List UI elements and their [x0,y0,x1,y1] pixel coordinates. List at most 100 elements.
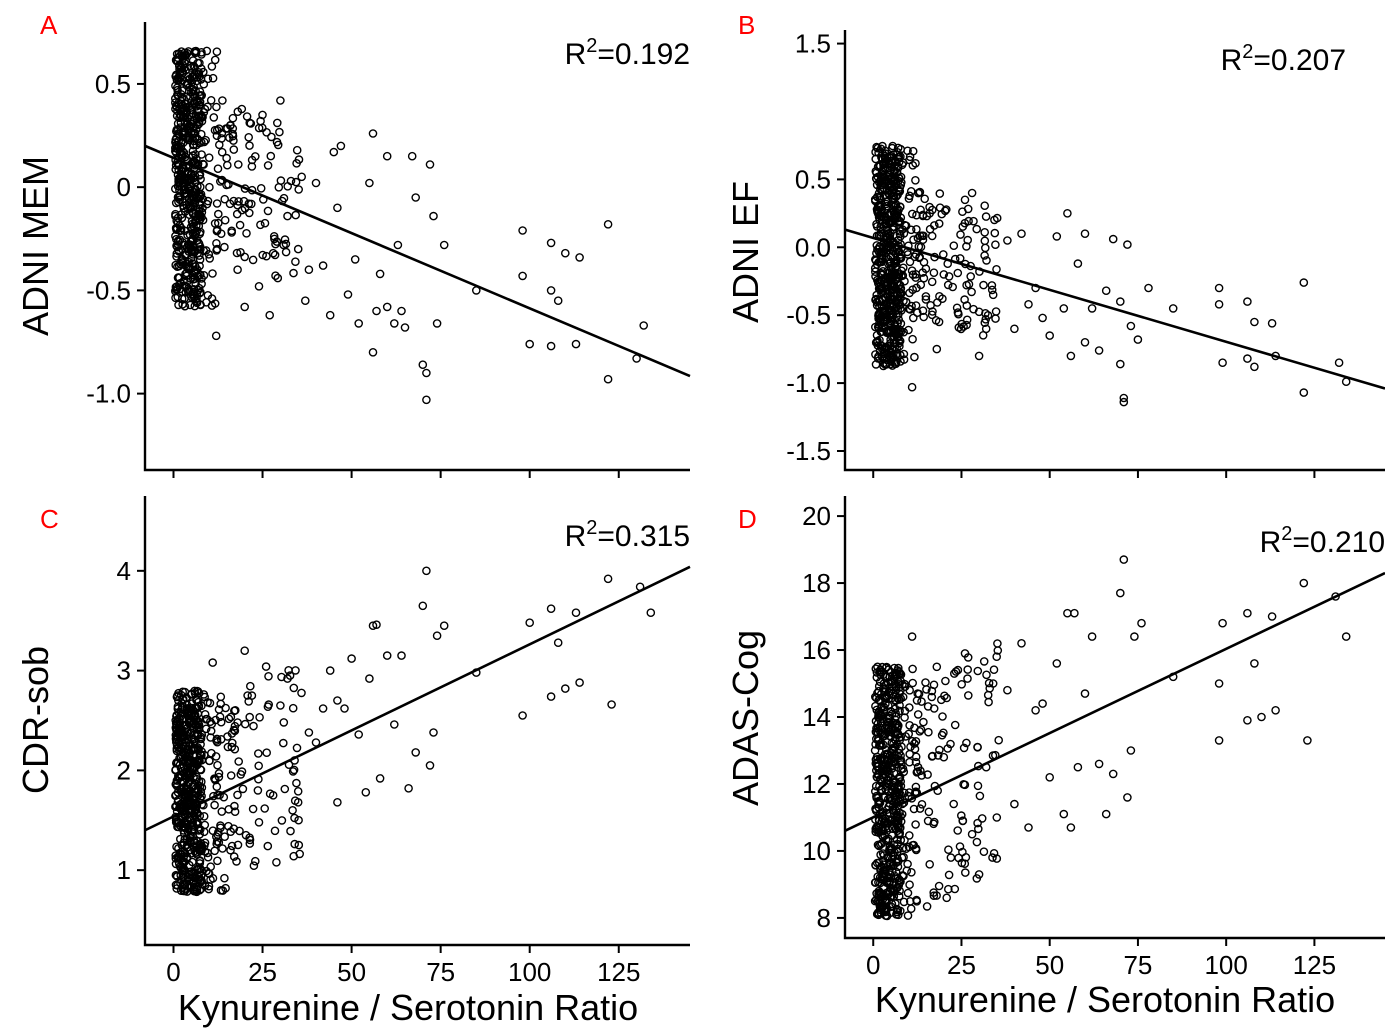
data-point [333,203,342,213]
data-point [190,807,199,816]
data-point [870,263,880,273]
data-point [171,81,180,91]
data-point [894,173,904,183]
data-point [994,735,1004,745]
data-point [425,160,435,169]
data-point [911,782,921,792]
data-point [895,229,905,239]
data-point [918,235,928,244]
data-point [200,104,210,114]
data-point [890,758,899,767]
data-point [173,57,183,66]
data-point [189,291,198,301]
data-point [911,787,921,797]
data-point [203,196,213,206]
data-point [275,127,284,137]
data-point [240,646,249,656]
data-point [189,136,198,146]
data-point [909,313,918,323]
data-point [232,209,242,219]
x-tick-label: 75 [426,957,455,987]
data-point [979,847,989,857]
data-point [229,145,239,154]
data-point [184,860,194,870]
data-point [992,652,1002,662]
data-point [1063,208,1072,218]
data-point [186,849,196,858]
data-point [911,175,920,185]
data-point [913,710,923,719]
y-tick-label: 16 [802,635,831,665]
regression-line [144,144,691,378]
data-point [991,307,1001,316]
data-point [1087,304,1097,313]
data-point [263,206,273,216]
axis-ticks: 4 3 2 1 0 25 50 75 100 125 [117,556,641,987]
data-point [429,728,438,737]
data-point [915,253,924,263]
data-point [891,712,901,721]
data-point [964,279,974,289]
data-point [1052,232,1062,241]
data-point [981,308,990,318]
data-point [195,856,205,866]
data-point [171,870,181,880]
data-point [979,280,988,290]
data-point [293,244,303,254]
data-point [173,106,182,116]
data-point [222,160,232,170]
data-point [173,144,182,154]
data-point [949,241,959,250]
data-point [206,726,216,736]
data-point [187,735,197,744]
data-point [974,824,983,834]
data-point [877,167,887,176]
data-point [242,112,252,121]
data-point [375,774,385,783]
data-point [907,632,917,641]
data-point [318,704,328,713]
data-point [871,338,881,347]
data-point [1101,286,1111,296]
y-tick-label: 18 [802,568,831,598]
data-point [174,729,183,739]
data-point [975,791,985,801]
data-point [891,818,900,828]
data-point [941,676,950,686]
data-point [871,196,880,206]
data-point [182,887,192,896]
data-point [896,254,905,263]
data-point [1031,706,1040,715]
data-point [928,307,937,316]
data-point [883,862,893,871]
data-point [874,797,883,806]
data-point [226,120,235,130]
data-point [884,687,894,697]
data-point [876,327,886,337]
data-point [892,858,901,867]
data-point [929,680,939,690]
data-point [894,298,904,308]
data-point [204,756,214,766]
data-point [286,826,295,836]
data-point [899,355,909,364]
data-point [958,222,968,231]
data-point [171,231,180,241]
data-point [961,868,970,877]
data-point [891,754,900,763]
data-point [887,272,896,281]
data-point [905,257,915,267]
data-point [207,62,217,71]
data-point [276,701,285,710]
data-point [192,115,201,124]
data-point [981,243,990,253]
data-point [880,756,889,765]
data-point [194,702,203,711]
data-point [889,892,899,901]
y-tick-label: 14 [802,702,831,732]
data-point [906,186,916,196]
data-point [956,230,965,239]
y-tick-label: -0.5 [86,275,131,305]
data-point [901,732,910,741]
data-point [246,199,256,209]
